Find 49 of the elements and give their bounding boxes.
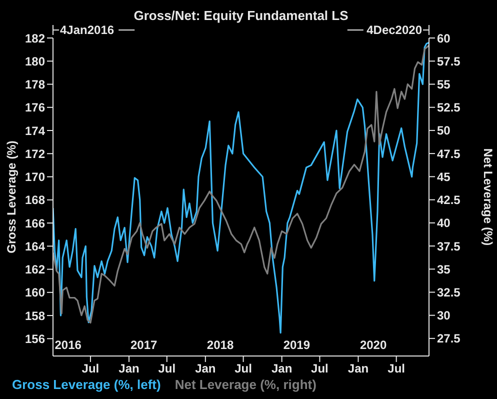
y-tick-label: 168: [24, 193, 46, 208]
y2-tick-label: 35: [437, 262, 451, 276]
y2-tick-label: 30: [437, 308, 451, 323]
x-tick-label: Jul: [82, 362, 100, 376]
y-tick-label: 156: [24, 332, 46, 346]
x-tick-label: Jan: [195, 362, 216, 376]
x-tick-label: Jan: [271, 362, 292, 376]
chart-title: Gross/Net: Equity Fundamental LS: [132, 8, 350, 23]
x-tick-label: Jul: [234, 362, 252, 376]
x2-tick-label: 2020: [360, 338, 387, 352]
y2-tick-label: 32.5: [437, 285, 461, 300]
x2-tick-label: 2018: [206, 338, 234, 352]
x2-tick-label: 2017: [130, 338, 158, 352]
y2-tick-label: 37.5: [437, 239, 461, 254]
y-tick-label: 180: [24, 54, 46, 68]
x2-tick-label: 2016: [54, 338, 82, 352]
y2-tick-label: 57.5: [437, 54, 461, 68]
x2-tick-label: 2019: [283, 338, 310, 352]
y-tick-label: 178: [24, 78, 46, 92]
y-tick-label: 158: [24, 308, 46, 323]
y2-axis-title: Net Leverage (%): [480, 148, 495, 246]
y-axis-title: Gross Leverage (%): [4, 140, 18, 254]
y2-tick-label: 47.5: [437, 146, 461, 161]
text: Net Leverage (%, right): [174, 377, 316, 392]
y-tick-label: 166: [24, 216, 46, 230]
y2-tick-label: 50: [437, 124, 451, 138]
text: Gross Leverage (%, left): [12, 377, 161, 392]
x-tick-label: Jul: [311, 362, 328, 376]
y2-tick-label: 40: [437, 216, 451, 230]
y2-tick-label: 60: [437, 31, 451, 46]
y2-tick-label: 42.5: [437, 193, 461, 208]
y-tick-label: 174: [24, 124, 46, 138]
y-tick-label: 170: [24, 170, 46, 184]
y-tick-label: 176: [24, 100, 46, 115]
y-tick-label: 182: [24, 31, 46, 46]
y-tick-label: 160: [24, 286, 46, 300]
x-tick-label: Jan: [348, 362, 369, 376]
x-tick-label: Jul: [388, 362, 406, 376]
y-tick-label: 162: [24, 262, 46, 277]
y2-tick-label: 52.5: [437, 100, 461, 115]
text: 4Jan2016: [60, 23, 114, 37]
y-tick-label: 172: [24, 146, 46, 161]
x-tick-label: Jan: [118, 362, 140, 376]
x-tick-label: Jul: [158, 362, 176, 376]
y2-tick-label: 55: [437, 77, 451, 92]
y-tick-label: 164: [24, 239, 46, 254]
y2-tick-label: 27.5: [437, 332, 461, 346]
text: 4Dec2020: [366, 23, 422, 37]
y2-tick-label: 45: [437, 170, 451, 184]
